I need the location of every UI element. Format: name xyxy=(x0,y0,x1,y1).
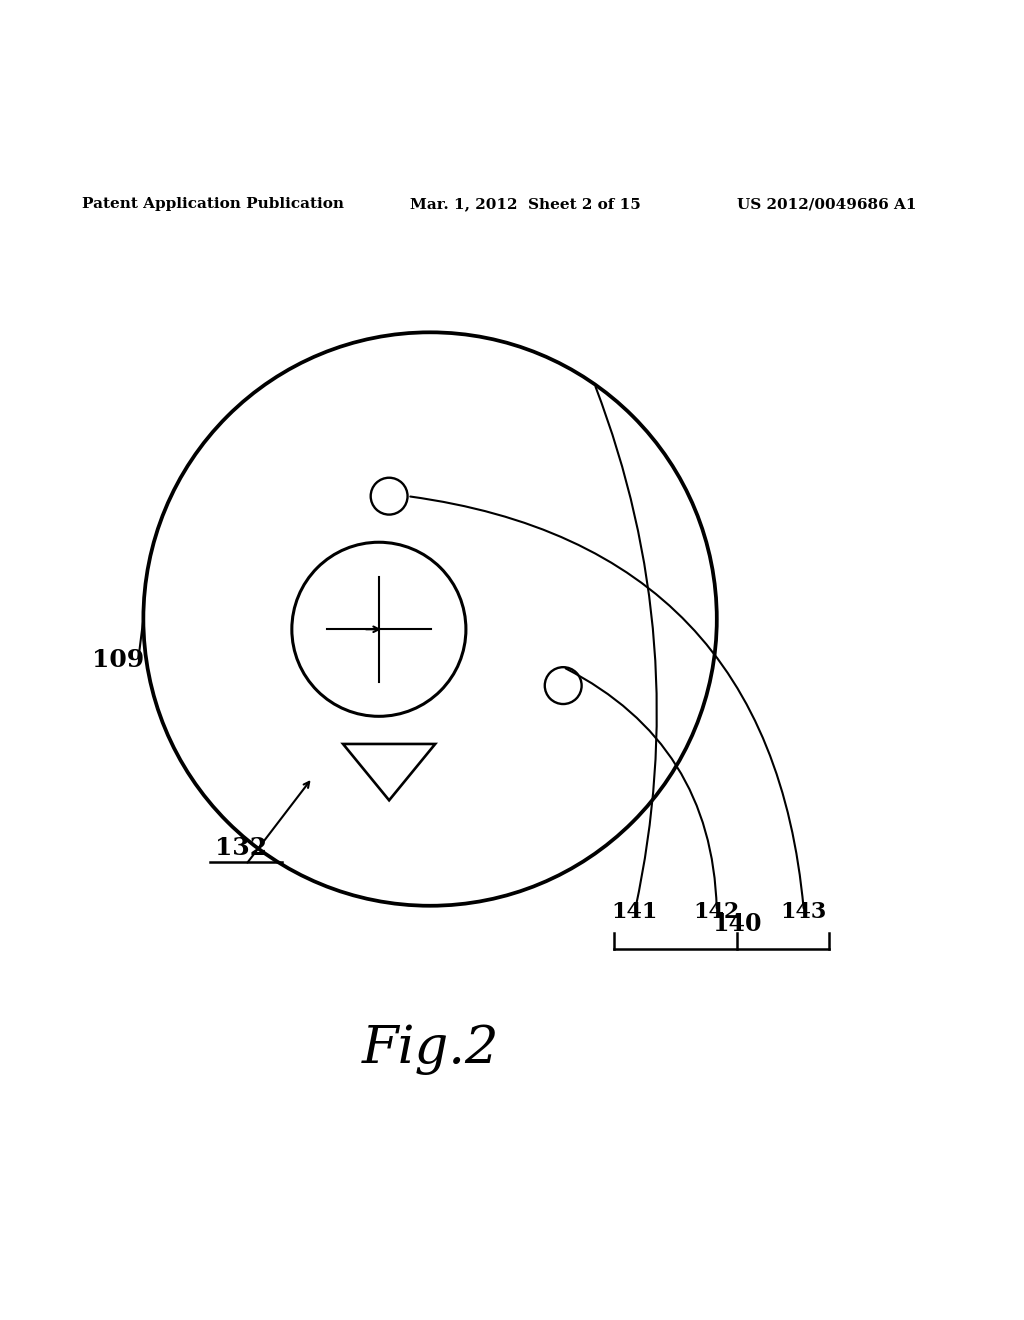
Text: Mar. 1, 2012  Sheet 2 of 15: Mar. 1, 2012 Sheet 2 of 15 xyxy=(410,197,640,211)
Text: Patent Application Publication: Patent Application Publication xyxy=(82,197,344,211)
Text: 132: 132 xyxy=(215,836,267,859)
Text: US 2012/0049686 A1: US 2012/0049686 A1 xyxy=(737,197,916,211)
Text: 140: 140 xyxy=(713,912,762,936)
Text: 143: 143 xyxy=(780,900,827,923)
Text: 109: 109 xyxy=(92,648,144,672)
Text: 142: 142 xyxy=(693,900,740,923)
Text: Fig.2: Fig.2 xyxy=(361,1023,499,1074)
Text: 141: 141 xyxy=(611,900,658,923)
